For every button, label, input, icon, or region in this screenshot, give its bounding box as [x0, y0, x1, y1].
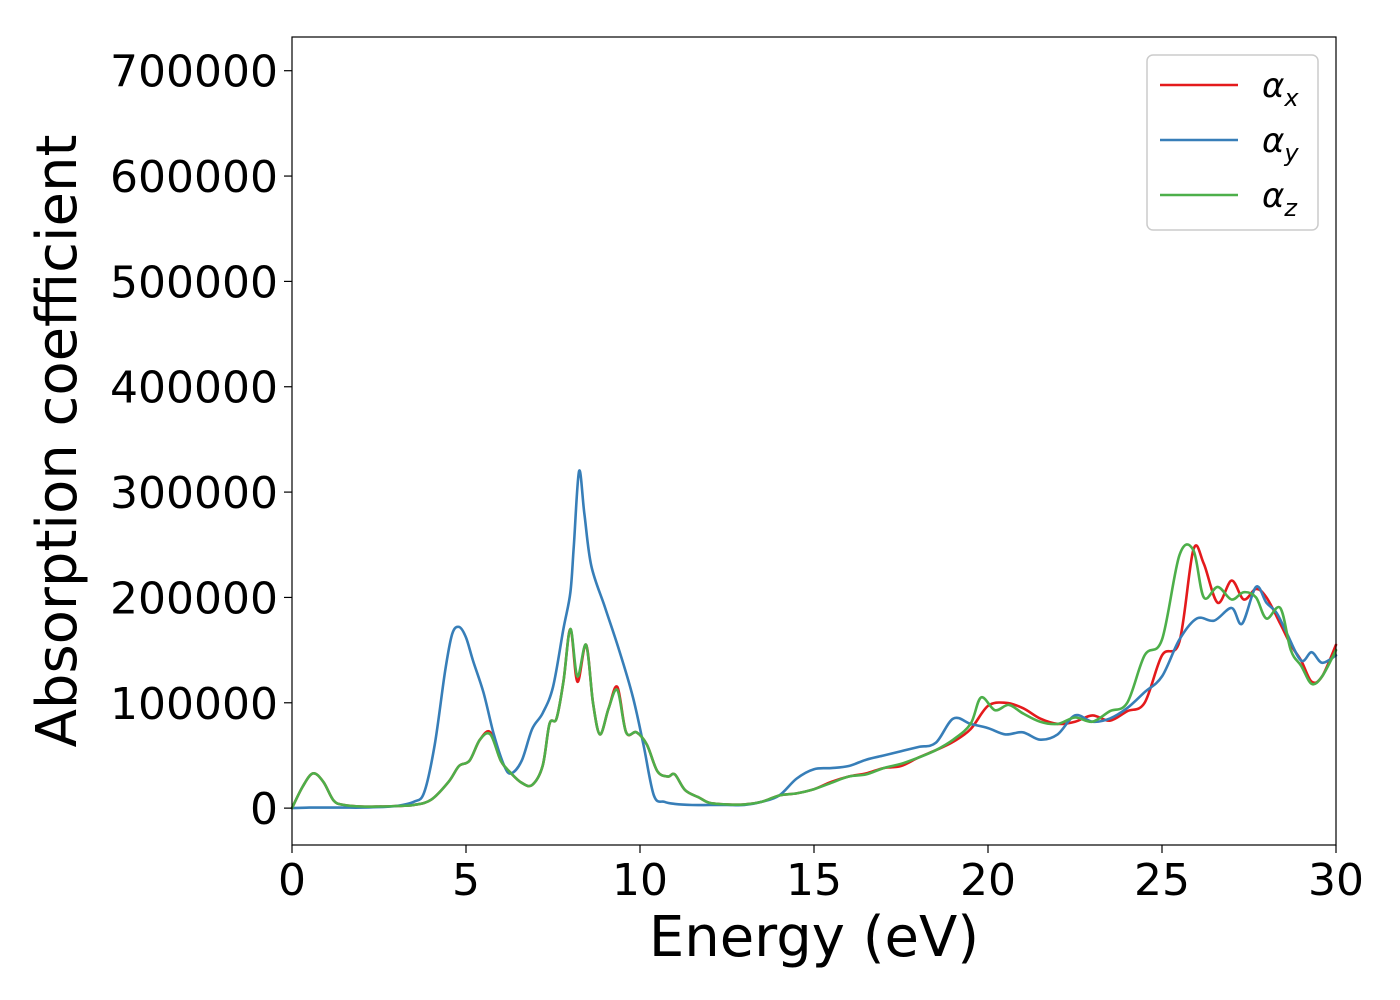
- x-axis-label: Energy (eV): [649, 905, 979, 970]
- x-tick-label: 15: [786, 855, 842, 906]
- series-line-z: [290, 543, 1338, 810]
- legend-label-x: αx: [1262, 66, 1299, 112]
- y-tick-label: 500000: [110, 257, 278, 308]
- y-tick-label: 0: [250, 784, 278, 835]
- x-axis-ticks: 0 5 10 15 20 25 30: [278, 845, 1364, 906]
- x-tick-label: 10: [612, 855, 668, 906]
- legend-label-y: αy: [1262, 121, 1299, 167]
- x-tick-label: 30: [1308, 855, 1364, 906]
- y-tick-label: 300000: [110, 468, 278, 519]
- y-axis-label: Absorption coefficient: [25, 135, 90, 748]
- y-tick-label: 600000: [110, 152, 278, 203]
- y-tick-label: 700000: [110, 47, 278, 98]
- y-tick-label: 100000: [110, 679, 278, 730]
- series-lines: [290, 469, 1338, 810]
- y-tick-label: 400000: [110, 363, 278, 414]
- legend-box: [1146, 54, 1319, 231]
- x-tick-label: 5: [452, 855, 480, 906]
- x-tick-label: 25: [1134, 855, 1190, 906]
- legend-label-z: αz: [1262, 176, 1298, 222]
- x-tick-label: 0: [278, 855, 306, 906]
- legend: αx αy αz: [1146, 54, 1319, 231]
- y-axis-ticks: 0 100000 200000 300000 400000 500000 600000 700…: [110, 47, 292, 835]
- x-tick-label: 20: [960, 855, 1016, 906]
- y-tick-label: 200000: [110, 573, 278, 624]
